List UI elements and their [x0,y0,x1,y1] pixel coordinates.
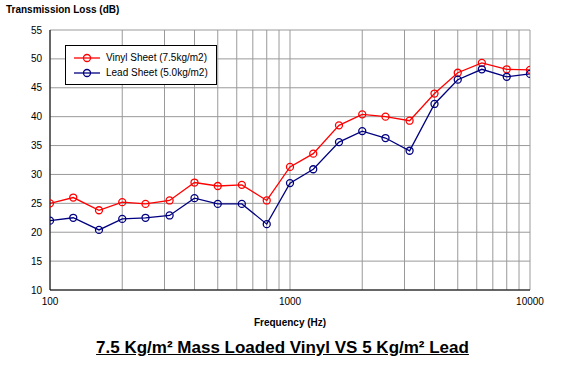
svg-text:40: 40 [31,111,43,122]
svg-text:Frequency (Hz): Frequency (Hz) [254,317,326,328]
svg-text:25: 25 [31,198,43,209]
svg-text:1000: 1000 [279,296,302,307]
svg-text:20: 20 [31,227,43,238]
svg-text:10: 10 [31,285,43,296]
svg-text:10000: 10000 [516,296,544,307]
svg-text:15: 15 [31,256,43,267]
svg-text:100: 100 [42,296,59,307]
svg-text:30: 30 [31,169,43,180]
svg-text:45: 45 [31,82,43,93]
svg-text:50: 50 [31,53,43,64]
html-text:Transmission Loss (dB): Transmission Loss (dB) [6,4,120,15]
html-text:7.5 Kg/m² Mass Loaded Vinyl VS: 7.5 Kg/m² Mass Loaded Vinyl VS 5 Kg/m² L… [96,338,469,357]
html-text:Lead Sheet (5.0kg/m2): Lead Sheet (5.0kg/m2) [106,67,208,78]
html-text:Vinyl Sheet (7.5kg/m2): Vinyl Sheet (7.5kg/m2) [106,52,207,63]
svg-text:55: 55 [31,25,43,36]
svg-text:35: 35 [31,140,43,151]
